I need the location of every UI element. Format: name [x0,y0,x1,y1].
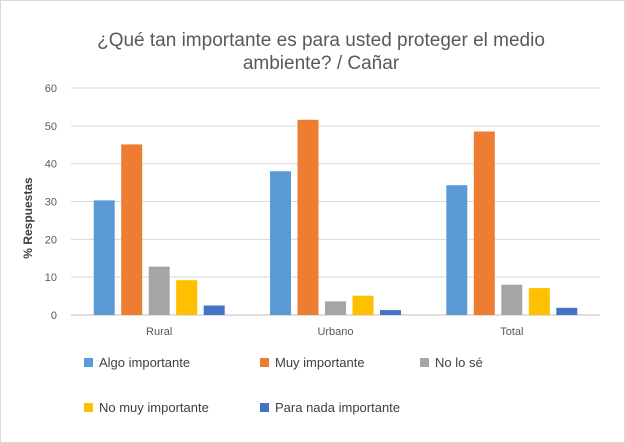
legend-label: No lo sé [435,355,483,370]
legend-item: No lo sé [420,355,483,370]
y-tick-label: 0 [51,310,57,322]
x-category-label: Urbano [317,326,353,338]
legend-item: Algo importante [84,355,190,370]
bar-rural-series-3 [148,266,170,315]
bar-urbano-series-2 [297,119,319,315]
bar-total-series-3 [501,284,523,315]
legend-label: Muy importante [275,355,365,370]
legend-swatch [260,403,269,412]
bars [93,119,578,315]
legend-swatch [260,358,269,367]
y-tick-label: 10 [45,272,57,284]
bar-urbano-series-1 [270,171,291,315]
y-axis-label: % Respuestas [21,177,35,259]
bar-total-series-5 [556,307,578,315]
legend-item: Muy importante [260,355,365,370]
legend-item: No muy importante [84,400,209,415]
chart-title-line-1: ¿Qué tan importante es para usted proteg… [97,30,545,51]
legend-label: Para nada importante [275,400,401,415]
y-tick-label: 50 [45,121,57,133]
y-axis-ticks: 0 10 20 30 40 50 60 [45,83,57,322]
bar-total-series-2 [473,131,495,315]
y-tick-label: 60 [45,83,57,95]
bar-rural-series-5 [203,305,225,315]
legend-swatch [84,403,93,412]
x-axis-categories: Rural Urbano Total [146,326,523,338]
bar-urbano-series-4 [352,295,374,315]
legend-label: No muy importante [99,400,209,415]
bar-rural-series-4 [176,280,198,315]
legend-item: Para nada importante [260,400,400,415]
chart-title-line-2: ambiente? / Cañar [242,53,400,74]
y-tick-label: 20 [45,234,57,246]
y-tick-label: 30 [45,197,57,209]
bar-total-series-1 [446,185,468,315]
chart-title: ¿Qué tan importante es para usted proteg… [41,29,601,75]
legend-label: Algo importante [99,355,191,370]
legend-swatch [84,358,93,367]
x-category-label: Rural [146,326,172,338]
bar-urbano-series-3 [325,301,346,315]
bar-rural-series-1 [93,200,115,315]
bar-rural-series-2 [121,144,143,315]
legend-swatch [420,358,429,367]
x-category-label: Total [500,326,523,338]
bar-urbano-series-5 [380,310,401,315]
y-tick-label: 40 [45,159,57,171]
legend: Algo importante Muy importante No lo sé No … [84,355,584,425]
bar-total-series-4 [528,288,550,315]
